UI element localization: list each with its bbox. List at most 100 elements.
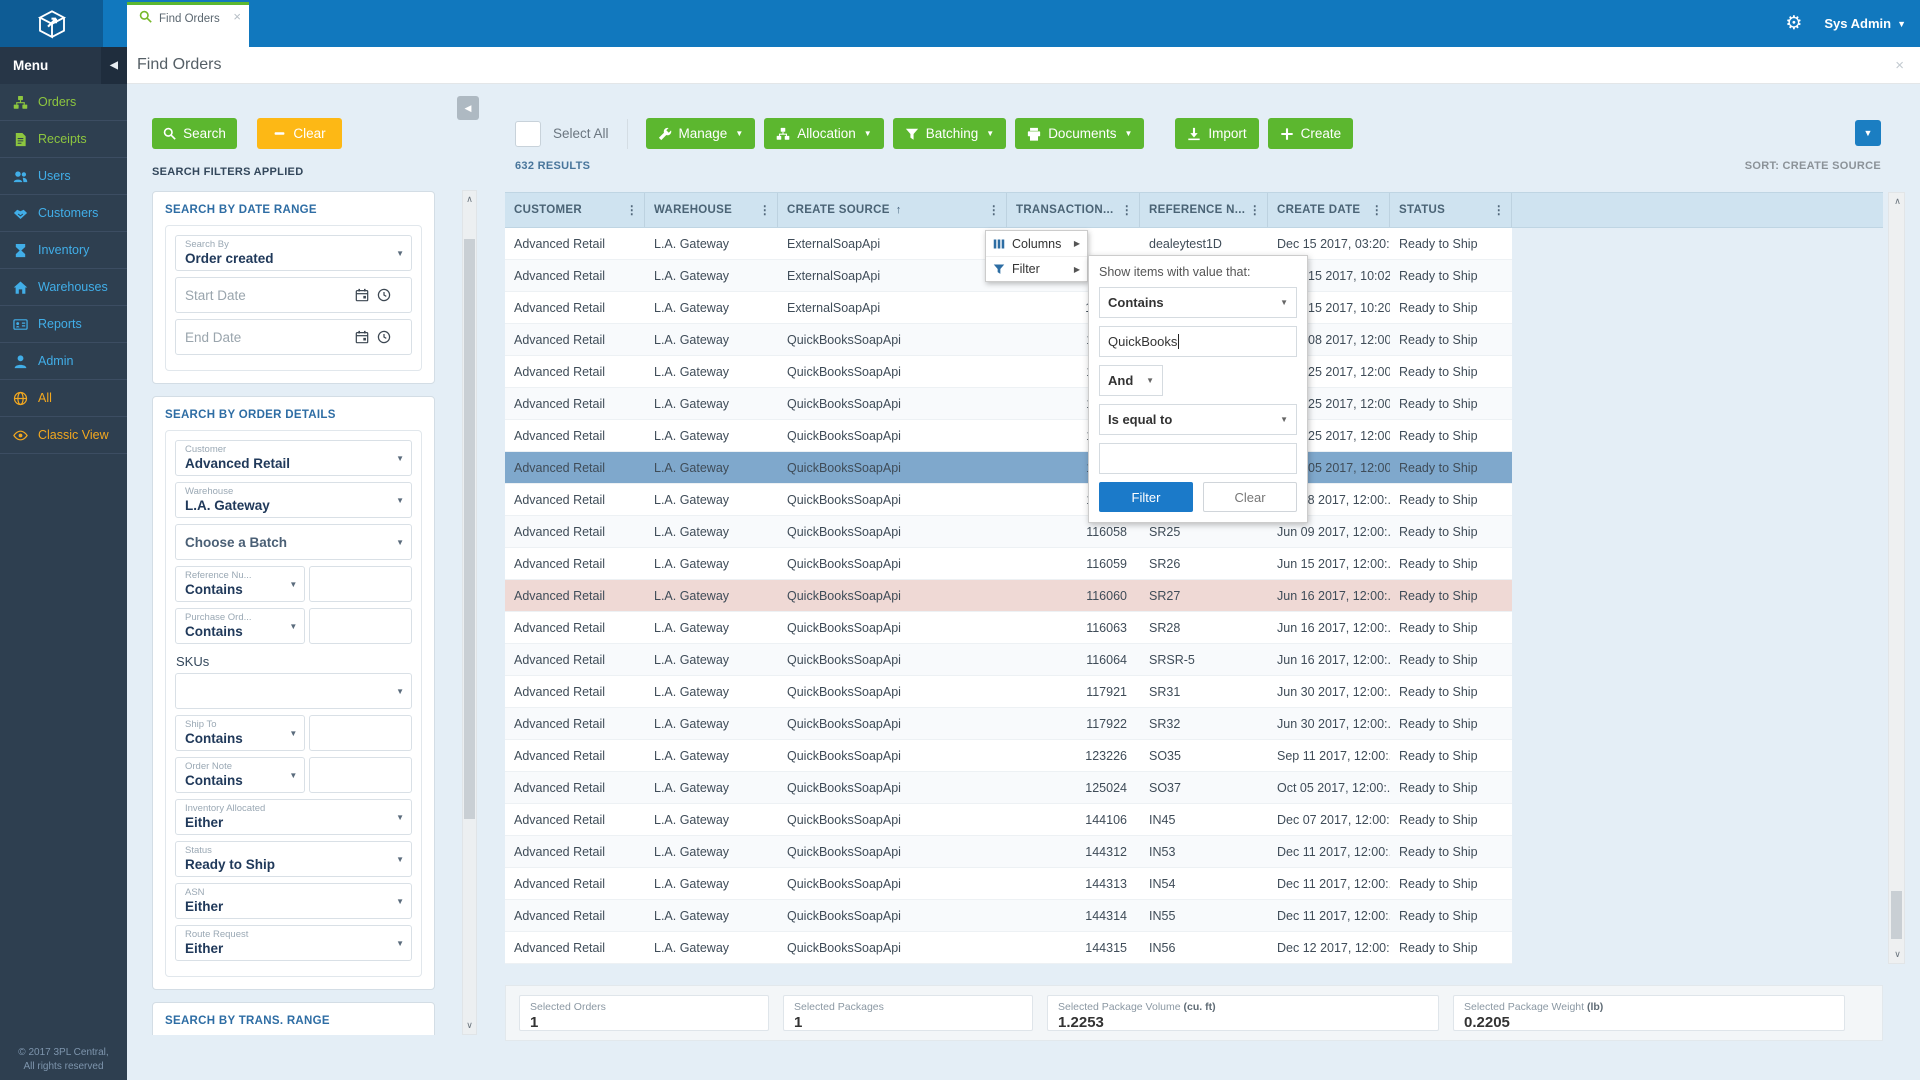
- filter-panel-scrollbar[interactable]: ∧ ∨: [462, 190, 477, 1035]
- import-button[interactable]: Import: [1175, 118, 1259, 149]
- sidebar-item-inventory[interactable]: Inventory: [0, 232, 127, 269]
- table-row[interactable]: Advanced Retail L.A. Gateway QuickBooksSoa…: [505, 644, 1512, 676]
- sidebar-item-warehouses[interactable]: Warehouses: [0, 269, 127, 306]
- skus-select[interactable]: ▼: [175, 673, 412, 709]
- asn-select[interactable]: ASN Either ▼: [175, 883, 412, 919]
- filter-panel-collapse-button[interactable]: ◀: [457, 96, 479, 120]
- table-row[interactable]: Advanced Retail L.A. Gateway QuickBooksSoa…: [505, 900, 1512, 932]
- table-row[interactable]: Advanced Retail L.A. Gateway QuickBooksSoa…: [505, 612, 1512, 644]
- tab-close-icon[interactable]: ×: [233, 8, 241, 24]
- scroll-up-icon[interactable]: ∧: [466, 194, 473, 204]
- filter-clear-button[interactable]: Clear: [1202, 482, 1297, 512]
- table-row[interactable]: Advanced Retail L.A. Gateway QuickBooksSoa…: [505, 676, 1512, 708]
- table-row[interactable]: Advanced Retail L.A. Gateway QuickBooksSoa…: [505, 388, 1512, 420]
- table-row[interactable]: Advanced Retail L.A. Gateway QuickBooksSoa…: [505, 356, 1512, 388]
- ship-to-value-input[interactable]: [309, 715, 412, 751]
- table-row[interactable]: Advanced Retail L.A. Gateway QuickBooksSoa…: [505, 324, 1512, 356]
- reference-value-input[interactable]: [309, 566, 412, 602]
- start-date-input[interactable]: Start Date: [175, 277, 412, 313]
- table-row[interactable]: Advanced Retail L.A. Gateway QuickBooksSoa…: [505, 580, 1512, 612]
- table-row[interactable]: Advanced Retail L.A. Gateway QuickBooksSoa…: [505, 740, 1512, 772]
- tab-find-orders[interactable]: Find Orders ×: [127, 2, 249, 47]
- scroll-down-icon[interactable]: ∨: [1894, 949, 1901, 959]
- scrollbar-thumb[interactable]: [1891, 891, 1902, 939]
- page-close-icon[interactable]: ×: [1895, 56, 1904, 74]
- table-row[interactable]: Advanced Retail L.A. Gateway QuickBooksSoa…: [505, 420, 1512, 452]
- sidebar-item-classic-view[interactable]: Classic View: [0, 417, 127, 454]
- menu-item-columns[interactable]: Columns ▶: [986, 231, 1087, 256]
- app-logo[interactable]: [0, 0, 103, 47]
- search-button[interactable]: Search: [152, 118, 237, 149]
- sidebar-item-all[interactable]: All: [0, 380, 127, 417]
- sidebar-item-reports[interactable]: Reports: [0, 306, 127, 343]
- sidebar-collapse-button[interactable]: ◀: [101, 47, 127, 84]
- purchase-order-value-input[interactable]: [309, 608, 412, 644]
- gear-icon[interactable]: ⚙: [1785, 13, 1803, 34]
- inventory-allocated-select[interactable]: Inventory Allocated Either ▼: [175, 799, 412, 835]
- table-row[interactable]: Advanced Retail L.A. Gateway QuickBooksSoa…: [505, 868, 1512, 900]
- scroll-down-icon[interactable]: ∨: [466, 1020, 473, 1030]
- clock-icon[interactable]: [377, 288, 391, 302]
- filter-logic-select[interactable]: And ▼: [1099, 365, 1163, 396]
- filter-operator2-select[interactable]: Is equal to ▼: [1099, 404, 1297, 435]
- user-menu[interactable]: Sys Admin ▼: [1824, 16, 1906, 31]
- column-menu-icon[interactable]: ⋮: [1120, 203, 1133, 217]
- table-row[interactable]: Advanced Retail L.A. Gateway QuickBooksSoa…: [505, 804, 1512, 836]
- table-row[interactable]: Advanced Retail L.A. Gateway QuickBooksSoa…: [505, 708, 1512, 740]
- grid-options-dropdown-button[interactable]: ▼: [1855, 120, 1881, 146]
- reference-operator-select[interactable]: Reference Nu... Contains ▼: [175, 566, 306, 602]
- column-header-create-source[interactable]: CREATE SOURCE ↑ ⋮: [778, 193, 1007, 227]
- column-menu-icon[interactable]: ⋮: [758, 203, 771, 217]
- manage-button[interactable]: Manage ▼: [645, 118, 756, 149]
- table-row[interactable]: Advanced Retail L.A. Gateway QuickBooksSoa…: [505, 452, 1512, 484]
- table-scrollbar[interactable]: ∧ ∨: [1888, 192, 1905, 964]
- batch-select[interactable]: Choose a Batch ▼: [175, 524, 412, 560]
- scrollbar-thumb[interactable]: [464, 239, 475, 819]
- column-menu-icon[interactable]: ⋮: [625, 203, 638, 217]
- menu-item-filter[interactable]: Filter ▶: [986, 256, 1087, 281]
- filter-value1-input[interactable]: QuickBooks: [1099, 326, 1297, 357]
- filter-apply-button[interactable]: Filter: [1099, 482, 1193, 512]
- table-row[interactable]: Advanced Retail L.A. Gateway QuickBooksSoa…: [505, 516, 1512, 548]
- filter-value2-input[interactable]: [1099, 443, 1297, 474]
- route-request-select[interactable]: Route Request Either ▼: [175, 925, 412, 961]
- column-header-create-date[interactable]: CREATE DATE ⋮: [1268, 193, 1390, 227]
- order-note-operator-select[interactable]: Order Note Contains ▼: [175, 757, 306, 793]
- table-row[interactable]: Advanced Retail L.A. Gateway QuickBooksSoa…: [505, 484, 1512, 516]
- batching-button[interactable]: Batching ▼: [892, 118, 1007, 149]
- column-header-customer[interactable]: CUSTOMER ⋮: [505, 193, 645, 227]
- documents-button[interactable]: Documents ▼: [1015, 118, 1145, 149]
- column-header-reference-n[interactable]: REFERENCE N... ⋮: [1140, 193, 1268, 227]
- sidebar-item-receipts[interactable]: Receipts: [0, 121, 127, 158]
- sidebar-item-admin[interactable]: Admin: [0, 343, 127, 380]
- table-row[interactable]: Advanced Retail L.A. Gateway QuickBooksSoa…: [505, 548, 1512, 580]
- purchase-order-operator-select[interactable]: Purchase Ord... Contains ▼: [175, 608, 306, 644]
- column-menu-icon[interactable]: ⋮: [1370, 203, 1383, 217]
- select-all-checkbox[interactable]: [515, 120, 541, 147]
- order-note-value-input[interactable]: [309, 757, 412, 793]
- calendar-icon[interactable]: [355, 288, 369, 302]
- column-menu-icon[interactable]: ⋮: [1248, 203, 1261, 217]
- create-button[interactable]: Create: [1267, 118, 1354, 149]
- clear-filters-button[interactable]: Clear: [257, 118, 342, 149]
- table-row[interactable]: Advanced Retail L.A. Gateway QuickBooksSoa…: [505, 932, 1512, 964]
- warehouse-select[interactable]: Warehouse L.A. Gateway ▼: [175, 482, 412, 518]
- sidebar-item-orders[interactable]: Orders: [0, 84, 127, 121]
- scroll-up-icon[interactable]: ∧: [1894, 196, 1901, 206]
- column-menu-icon[interactable]: ⋮: [987, 203, 1000, 217]
- table-row[interactable]: Advanced Retail L.A. Gateway QuickBooksSoa…: [505, 772, 1512, 804]
- table-row[interactable]: Advanced Retail L.A. Gateway QuickBooksSoa…: [505, 836, 1512, 868]
- end-date-input[interactable]: End Date: [175, 319, 412, 355]
- column-header-transaction[interactable]: TRANSACTION... ⋮: [1007, 193, 1140, 227]
- filter-operator1-select[interactable]: Contains ▼: [1099, 287, 1297, 318]
- customer-select[interactable]: Customer Advanced Retail ▼: [175, 440, 412, 476]
- sidebar-item-users[interactable]: Users: [0, 158, 127, 195]
- table-row[interactable]: Advanced Retail L.A. Gateway ExternalSoapA…: [505, 292, 1512, 324]
- column-header-status[interactable]: STATUS ⋮: [1390, 193, 1512, 227]
- column-header-warehouse[interactable]: WAREHOUSE ⋮: [645, 193, 778, 227]
- column-menu-icon[interactable]: ⋮: [1492, 203, 1505, 217]
- search-by-select[interactable]: Search By Order created ▼: [175, 235, 412, 271]
- sidebar-item-customers[interactable]: Customers: [0, 195, 127, 232]
- ship-to-operator-select[interactable]: Ship To Contains ▼: [175, 715, 306, 751]
- status-select[interactable]: Status Ready to Ship ▼: [175, 841, 412, 877]
